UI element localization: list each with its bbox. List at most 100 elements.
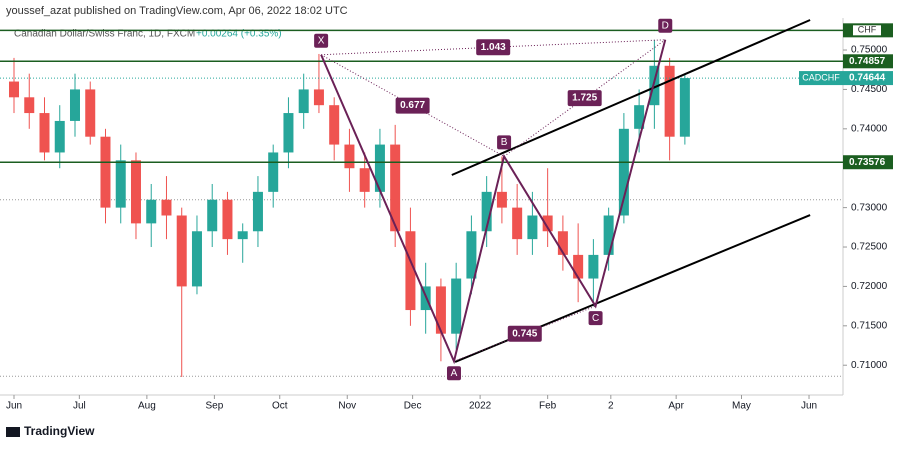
candle-body [268,152,279,192]
candle-body [374,144,385,192]
candle-body [54,120,65,153]
x-tick-label: Apr [668,401,684,412]
logo [6,427,20,437]
candle-body [557,231,568,255]
candle-body [466,231,477,279]
candle-body [405,231,416,311]
x-tick-label: Oct [272,401,288,412]
ratio-box [395,97,430,114]
price-label: 0.74644 [849,73,886,84]
x-tick-label: Jun [6,401,22,412]
ratio-line [320,54,505,157]
ratio-label: 0.745 [512,328,537,339]
candle-body [191,231,202,287]
candle-body [115,160,126,208]
candle-body [207,199,218,232]
point-label: D [662,20,669,31]
publisher: youssef_azat published on TradingView.co… [6,5,348,17]
candle-body [435,286,446,334]
candle-body [9,81,20,98]
point-label: A [451,368,458,379]
candle-body [451,278,462,334]
candle-body [85,89,96,137]
x-tick-label: Nov [338,401,356,412]
y-tick-label: 0.73000 [851,202,888,213]
candle-body [542,215,553,232]
trendline [451,19,811,176]
tag-box [853,25,881,36]
y-tick-label: 0.72000 [851,281,888,292]
candle-body [496,191,507,208]
level-label: 0.74857 [849,56,886,67]
candle-body [618,128,629,216]
y-tick-label: 0.74000 [851,123,888,134]
point-box [658,18,673,33]
candle-body [527,215,538,240]
x-tick-label: 2 [608,401,614,412]
price-box [843,71,893,86]
candle-body [649,65,660,106]
point-label: X [318,35,325,46]
candle-body [634,105,645,129]
chart-title: Canadian Dollar/Swiss Franc, 1D, FXCM [14,29,195,40]
symbol-label: CADCHF [802,72,840,82]
candle-body [283,113,294,153]
candle-body [313,89,324,106]
candle-body [298,89,309,114]
x-tick-label: Jul [73,401,86,412]
y-tick-label: 0.72500 [851,242,888,253]
point-label: B [501,137,508,148]
point-box [314,33,329,48]
y-tick-label: 0.71000 [851,360,888,371]
tag: CHF [858,25,877,35]
x-tick-label: Aug [138,401,156,412]
level-label-box [843,155,893,170]
x-tick-label: Dec [404,401,422,412]
candle-body [39,113,50,153]
y-tick-label: 0.71500 [851,320,888,331]
ratio-box [567,90,602,107]
candle-body [679,78,690,137]
ratio-line [321,39,666,56]
x-tick-label: May [732,401,751,412]
point-box [588,311,603,326]
candle-body [603,215,614,255]
candle-body [573,254,584,279]
candle-body [100,136,111,208]
candle-body [588,254,599,279]
change: +0.00264 (+0.35%) [196,29,282,40]
x-tick-label: Feb [539,401,557,412]
candle-body [237,231,248,240]
ratio-label: 1.725 [572,93,597,104]
brand: TradingView [24,424,95,438]
candle-body [390,144,401,232]
ratio-label: 0.677 [400,100,425,111]
ratio-box [507,325,542,342]
candle-body [69,89,80,121]
pattern-line [320,39,667,365]
candle-body [161,199,172,216]
candle-body [359,168,370,192]
candle-body [512,207,523,240]
candle-body [252,191,263,232]
x-tick-label: Sep [205,401,223,412]
candle-body [344,144,355,169]
level-label-box [843,54,893,69]
candle-body [222,199,233,240]
candle-body [146,199,157,224]
point-box [497,135,512,150]
point-label: C [592,313,599,324]
x-tick-label: 2022 [469,401,492,412]
candle-body [176,215,187,287]
y-tick-label: 0.74500 [851,84,888,95]
candle-body [24,97,35,114]
y-tick-label: 0.75000 [851,45,888,56]
ratio-label: 1.043 [481,42,506,53]
candle-body [329,105,340,145]
candle-body [481,191,492,232]
candle-body [664,65,675,137]
level-label: 0.73576 [849,157,886,168]
ratio-box [476,39,511,56]
symbol-box [799,71,843,86]
